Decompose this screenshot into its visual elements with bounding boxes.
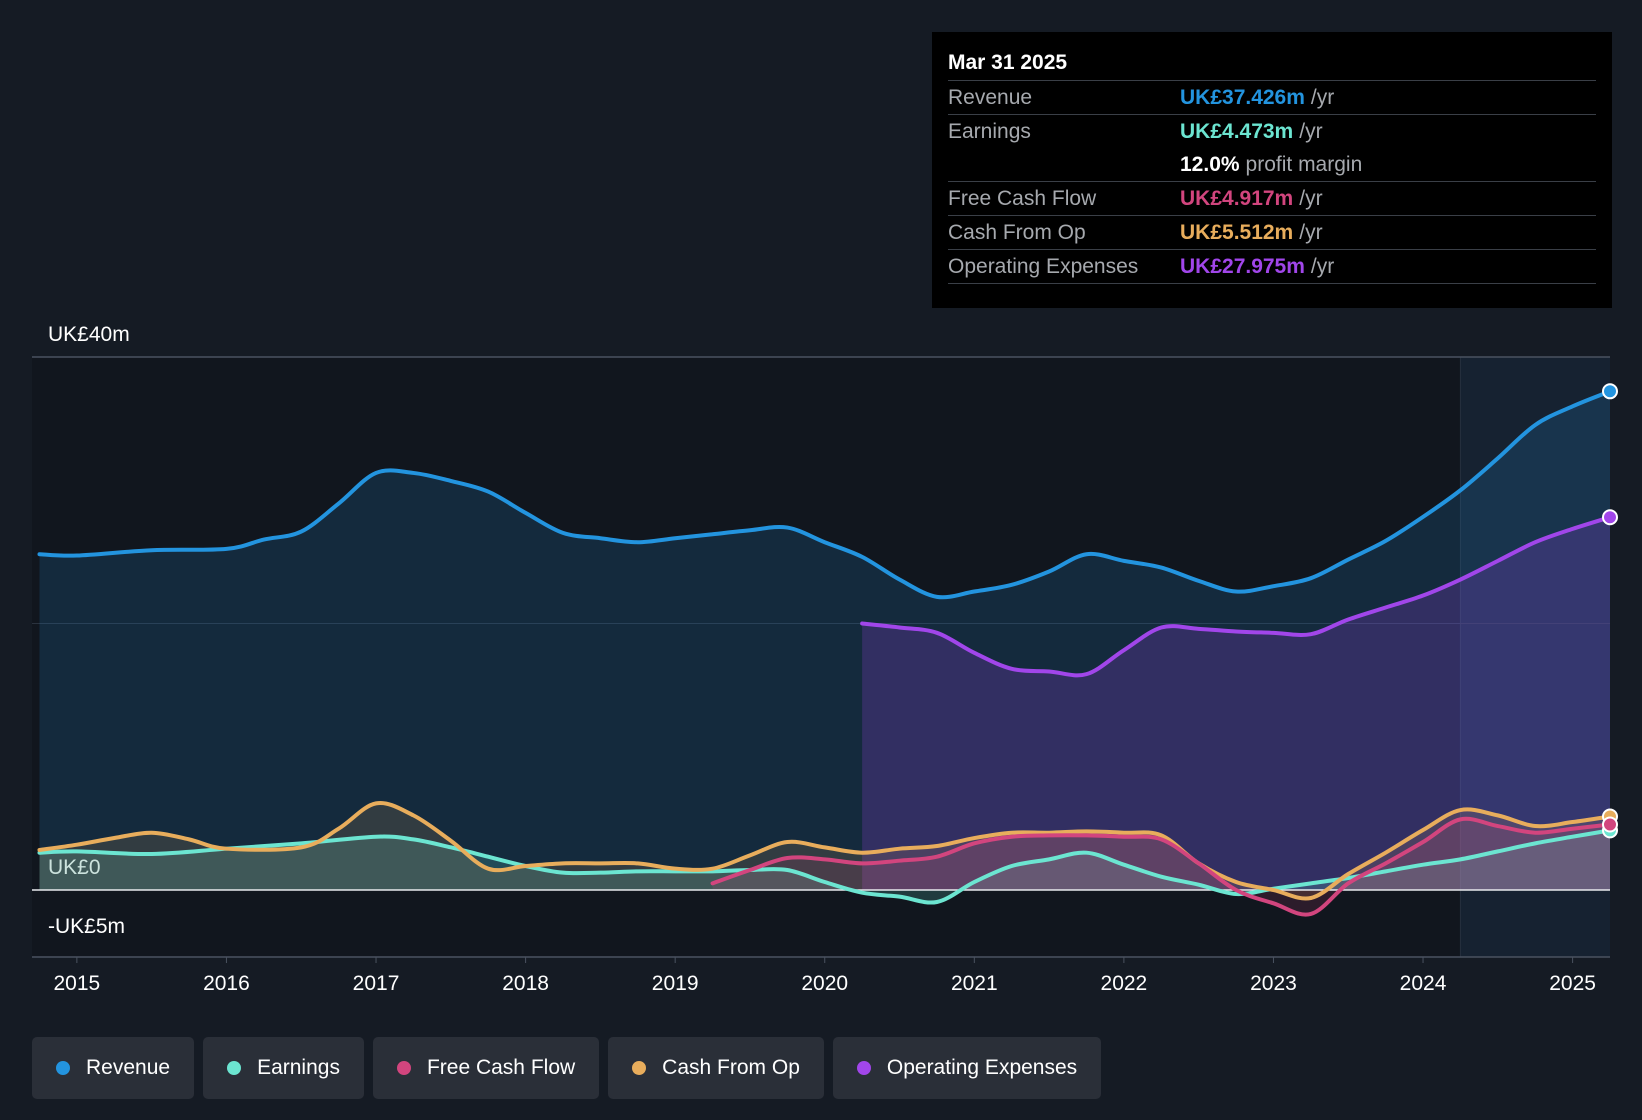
dot-icon	[632, 1061, 647, 1075]
tooltip-value: UK£27.975m	[1180, 254, 1305, 278]
free-cash-flow-line	[710, 816, 1612, 917]
x-tick-label: 2019	[652, 972, 699, 995]
legend-item-earnings[interactable]: Earnings	[203, 1037, 364, 1099]
x-tick-label: 2015	[54, 972, 101, 995]
revenue-line	[37, 389, 1612, 600]
earnings-line	[37, 828, 1612, 905]
tooltip-unit: /yr	[1299, 119, 1323, 143]
tooltip-unit: profit margin	[1245, 152, 1363, 176]
y-tick-label: UK£0	[48, 856, 101, 879]
x-tick-label: 2018	[502, 972, 549, 995]
tooltip-row-profit-margin: 12.0% profit margin	[948, 148, 1596, 181]
tooltip-value: UK£37.426m	[1180, 85, 1305, 109]
tooltip-row-earnings: Earnings UK£4.473m /yr	[948, 114, 1596, 148]
x-tick-label: 2020	[801, 972, 848, 995]
operating-expenses-end-point	[1602, 509, 1618, 526]
tooltip-label: Operating Expenses	[948, 254, 1139, 278]
tooltip-label: Cash From Op	[948, 220, 1086, 244]
free-cash-flow-end-point	[1602, 816, 1618, 833]
legend-label: Revenue	[86, 1056, 171, 1079]
tooltip-label: Free Cash Flow	[948, 186, 1097, 210]
tooltip-row-cash-from-op: Cash From Op UK£5.512m /yr	[948, 215, 1596, 249]
tooltip-value: UK£4.917m	[1180, 186, 1294, 210]
tooltip-label: Revenue	[948, 85, 1033, 109]
legend-item-cash-from-op[interactable]: Cash From Op	[608, 1037, 824, 1099]
x-tick-label: 2016	[203, 972, 250, 995]
tooltip-row-free-cash-flow: Free Cash Flow UK£4.917m /yr	[948, 181, 1596, 215]
tooltip-date: Mar 31 2025	[948, 51, 1068, 74]
dot-icon	[396, 1061, 411, 1075]
y-tick-label: -UK£5m	[48, 915, 125, 938]
revenue-area	[39, 391, 1611, 890]
tooltip-value: UK£4.473m	[1180, 119, 1294, 143]
earnings-area	[39, 830, 1611, 903]
y-tick-label: UK£40m	[48, 323, 130, 346]
forecast-region	[1460, 357, 1610, 957]
tooltip-unit: /yr	[1310, 254, 1335, 278]
operating-expenses-area	[862, 517, 1610, 890]
dot-icon	[227, 1061, 242, 1075]
legend-label: Free Cash Flow	[426, 1056, 576, 1079]
tooltip-label: Earnings	[948, 119, 1031, 143]
x-tick-label: 2025	[1549, 972, 1596, 995]
legend-item-revenue[interactable]: Revenue	[32, 1037, 195, 1099]
tooltip-unit: /yr	[1299, 220, 1323, 244]
tooltip-row-operating-expenses: Operating Expenses UK£27.975m /yr	[948, 249, 1596, 284]
dot-icon	[856, 1061, 871, 1075]
operating-expenses-line	[860, 515, 1612, 678]
legend-label: Cash From Op	[662, 1056, 800, 1079]
legend-item-free-cash-flow[interactable]: Free Cash Flow	[372, 1037, 600, 1099]
x-tick-label: 2021	[951, 972, 998, 995]
tooltip-value: UK£5.512m	[1180, 220, 1294, 244]
dot-icon	[56, 1061, 70, 1075]
tooltip-panel: Mar 31 2025 Revenue UK£37.426m /yr Earni…	[932, 32, 1612, 308]
tooltip-value: 12.0%	[1180, 152, 1240, 176]
free-cash-flow-area	[712, 818, 1610, 915]
revenue-end-point	[1602, 383, 1618, 400]
cash-from-op-line	[37, 801, 1612, 901]
x-tick-label: 2023	[1250, 972, 1297, 995]
tooltip-row-revenue: Revenue UK£37.426m /yr	[948, 80, 1596, 114]
x-tick-label: 2017	[353, 972, 400, 995]
tooltip-unit: /yr	[1310, 85, 1335, 109]
x-tick-label: 2022	[1101, 972, 1148, 995]
plot-background	[32, 357, 1610, 957]
tooltip-unit: /yr	[1299, 186, 1323, 210]
legend-label: Operating Expenses	[886, 1056, 1078, 1079]
legend-item-operating-expenses[interactable]: Operating Expenses	[832, 1037, 1102, 1099]
legend-label: Earnings	[257, 1056, 340, 1079]
x-tick-label: 2024	[1400, 972, 1447, 995]
legend: Revenue Earnings Free Cash Flow Cash Fro…	[32, 1037, 1102, 1099]
